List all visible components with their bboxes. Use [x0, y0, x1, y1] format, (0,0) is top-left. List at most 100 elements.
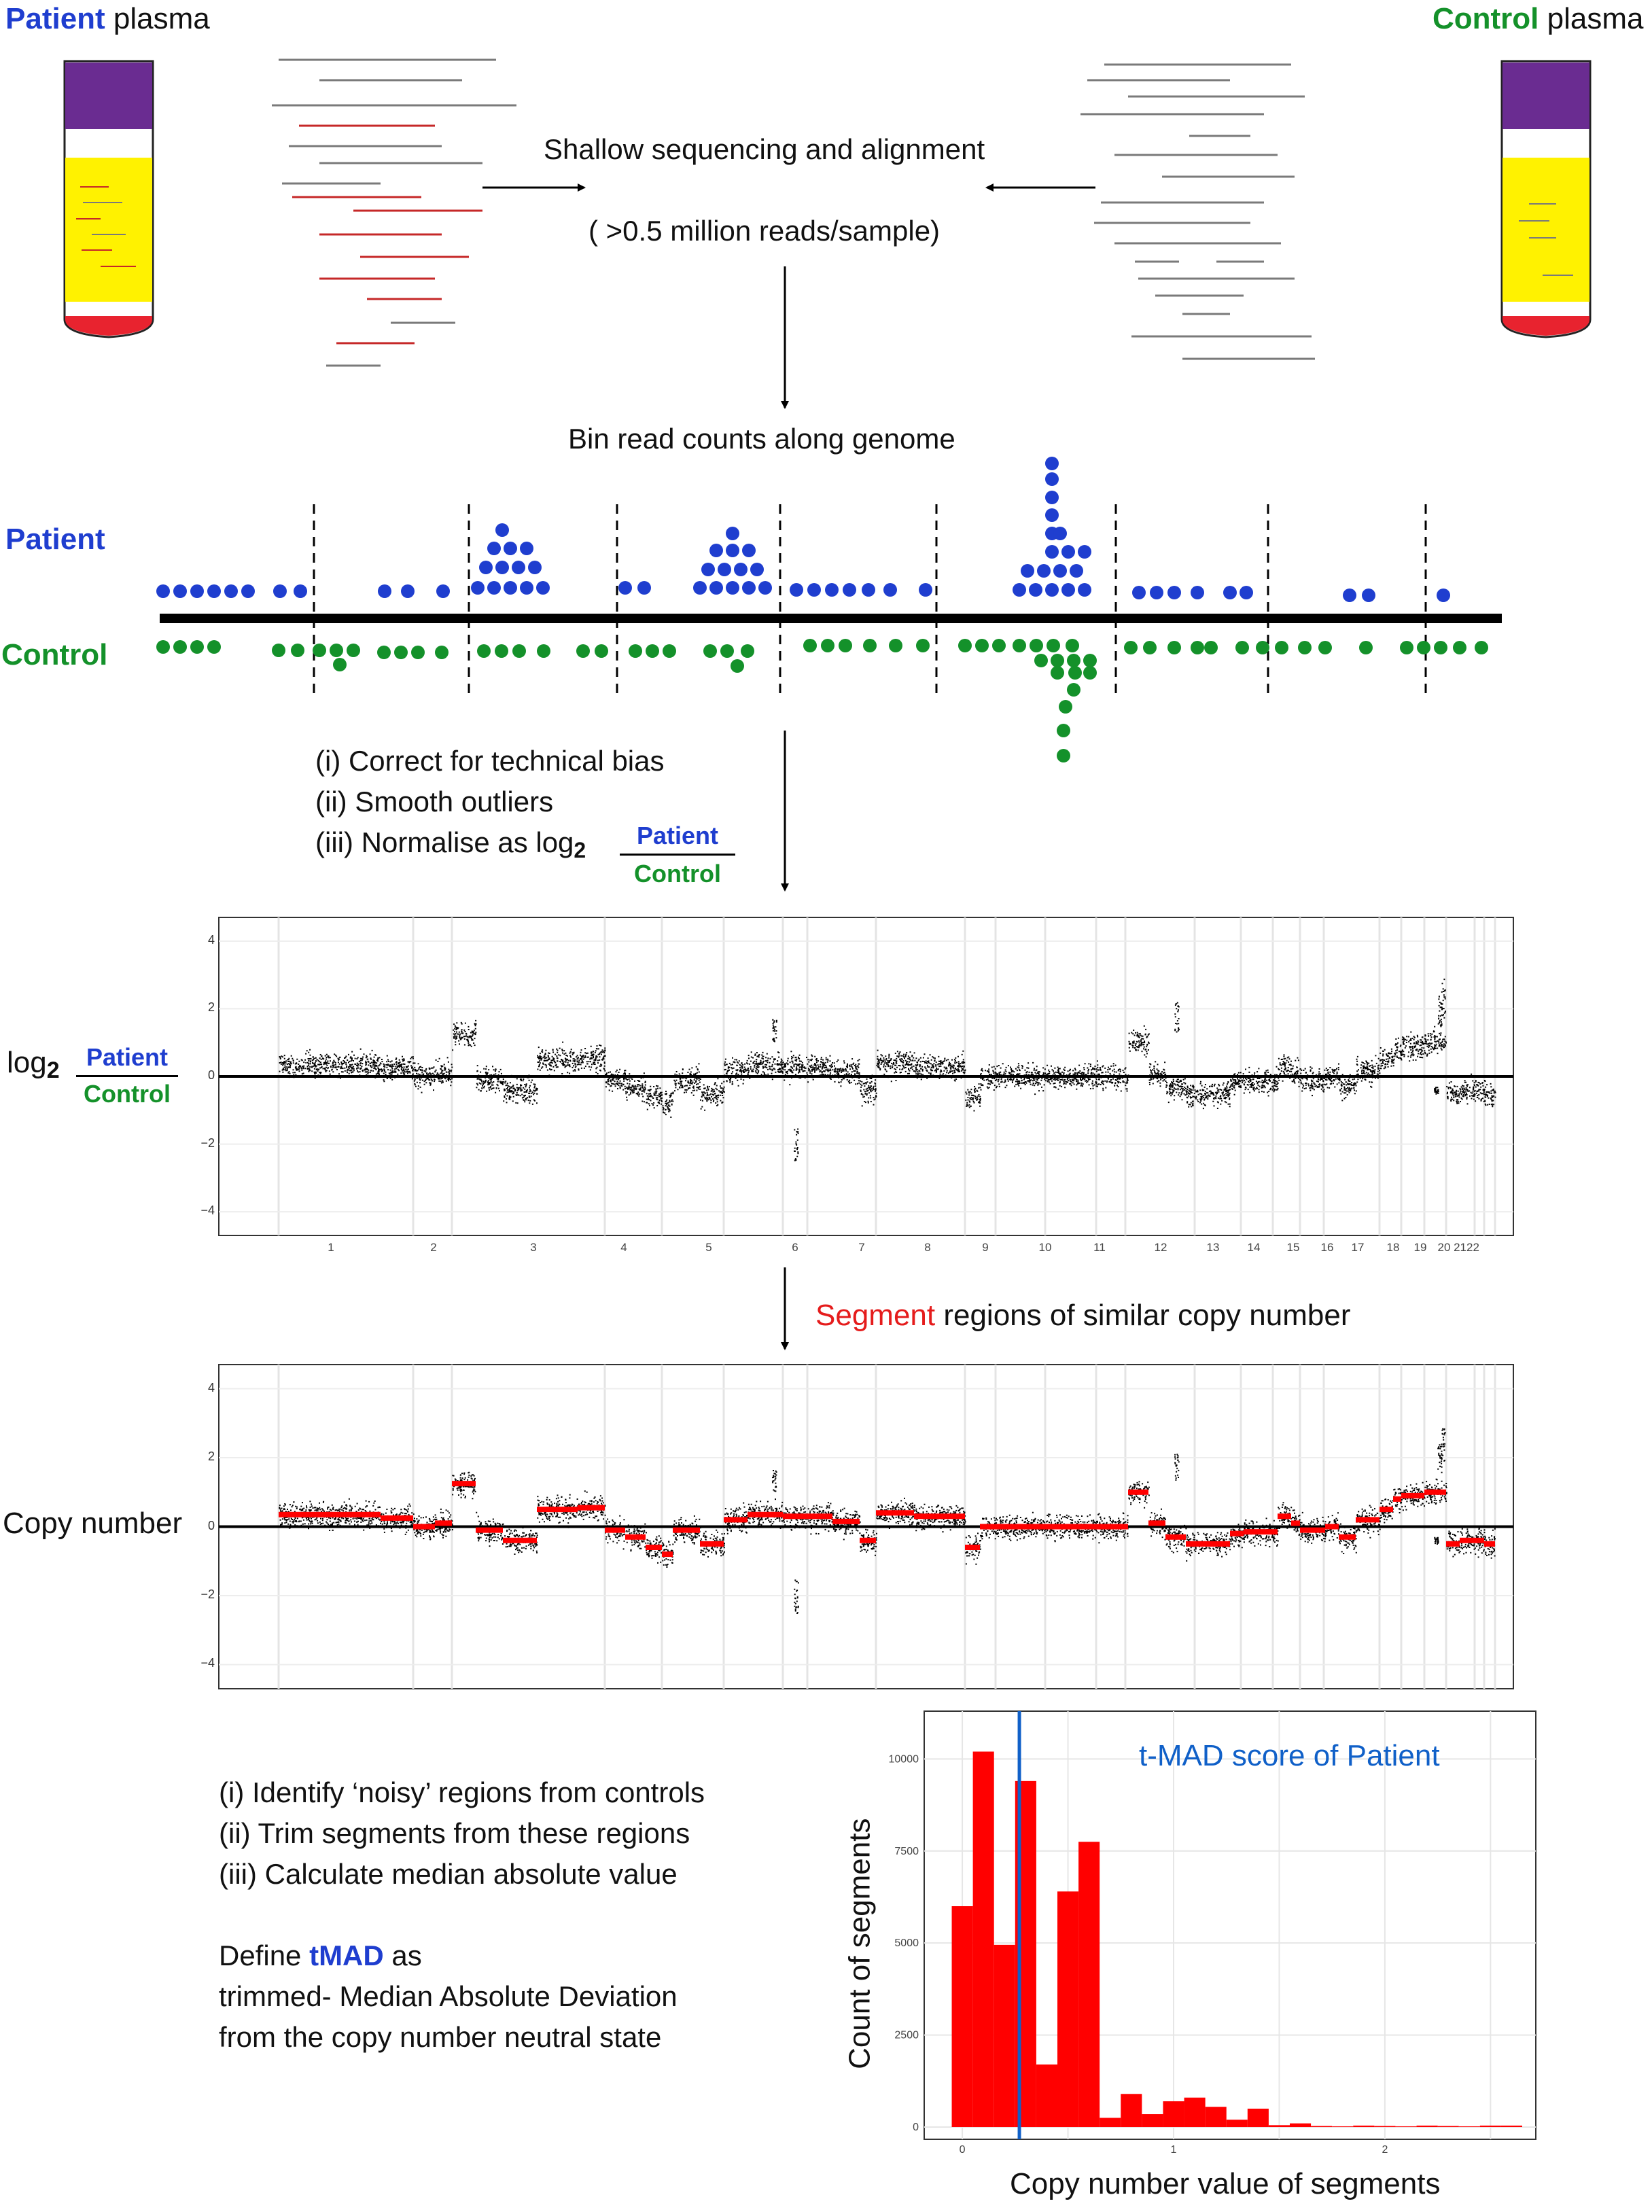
- histogram-bar: [1395, 2126, 1417, 2127]
- control-dot: [1167, 641, 1181, 654]
- control-dot: [1191, 641, 1204, 654]
- histogram-x-tick: 2: [1382, 2144, 1388, 2156]
- chromosome-tick-label: 2: [430, 1241, 437, 1254]
- control-dot: [330, 644, 343, 657]
- control-dot: [1051, 666, 1064, 680]
- control-dot: [1059, 700, 1072, 714]
- control-dot: [1204, 641, 1218, 654]
- patient-dot: [1045, 545, 1059, 559]
- step-smooth-outliers: (ii) Smooth outliers: [315, 786, 554, 818]
- patient-dot: [294, 584, 307, 598]
- control-dot: [313, 644, 326, 657]
- normalise-fraction-numerator: Patient: [636, 822, 719, 849]
- step-segment: Segment regions of similar copy number: [815, 1299, 1350, 1332]
- patient-dot: [1021, 564, 1034, 578]
- control-dot: [821, 639, 834, 652]
- patient-dot: [862, 583, 875, 597]
- chromosome-tick-label: 9: [982, 1241, 989, 1254]
- control-dot: [1359, 641, 1373, 654]
- segmented-plot-grid: [219, 1365, 1513, 1689]
- segment-word: Segment: [815, 1299, 936, 1332]
- control-dot: [839, 639, 852, 652]
- control-dot: [992, 639, 1006, 652]
- patient-dot: [173, 584, 187, 598]
- control-dot: [803, 639, 817, 652]
- control-dot: [703, 644, 717, 658]
- histogram-bar: [1479, 2125, 1501, 2127]
- patient-dot: [378, 584, 391, 598]
- control-dot: [595, 644, 608, 658]
- plot2-ylabel-copy-number: Copy number: [3, 1507, 183, 1540]
- patient-dot: [637, 581, 651, 595]
- y-tick-label: 0: [207, 1068, 215, 1082]
- control-dot: [1083, 666, 1097, 680]
- segment-rest: regions of similar copy number: [935, 1299, 1351, 1332]
- patient-dot: [471, 581, 485, 595]
- chromosome-tick-label: 11: [1093, 1241, 1106, 1254]
- patient-dot: [1437, 589, 1450, 602]
- histogram-bar: [1416, 2125, 1438, 2127]
- patient-dot: [1240, 586, 1253, 599]
- control-dot: [1013, 639, 1026, 652]
- control-dot: [1057, 749, 1070, 762]
- tmad-step-trim: (ii) Trim segments from these regions: [219, 1817, 690, 1849]
- histogram-y-tick: 0: [913, 2122, 919, 2133]
- step-bin-read-counts: Bin read counts along genome: [568, 423, 955, 455]
- control-dot: [435, 646, 449, 659]
- chromosome-tick-label: 12: [1154, 1241, 1167, 1254]
- patient-dot: [504, 581, 517, 595]
- patient-dot: [726, 527, 739, 540]
- y-tick-label: −2: [200, 1587, 215, 1601]
- patient-dot: [1167, 586, 1181, 599]
- control-word: Control: [1433, 2, 1539, 35]
- control-dot: [1057, 724, 1070, 737]
- histogram-bar: [1184, 2097, 1206, 2127]
- control-dot: [333, 658, 347, 671]
- y-tick-label: −4: [200, 1656, 215, 1670]
- histogram-bar: [1226, 2120, 1248, 2127]
- histogram-bar: [1057, 1891, 1079, 2127]
- patient-dot: [273, 584, 287, 598]
- chromosome-tick-label: 5: [705, 1241, 712, 1254]
- patient-dot: [1343, 589, 1356, 602]
- patient-dot: [207, 584, 221, 598]
- bin-dividers: [313, 504, 1427, 700]
- control-dot: [1453, 641, 1466, 654]
- patient-dot: [224, 584, 238, 598]
- histogram-bar: [972, 1751, 994, 2127]
- control-dot: [173, 640, 187, 654]
- histogram-x-tick: 1: [1171, 2144, 1177, 2156]
- histogram-bars: [951, 1751, 1522, 2127]
- patient-dot: [758, 581, 772, 595]
- patient-dot: [495, 561, 509, 574]
- control-dot: [1047, 639, 1060, 652]
- patient-dot: [479, 561, 493, 574]
- control-dot: [576, 644, 590, 658]
- patient-dot: [1045, 583, 1059, 597]
- patient-dot: [742, 581, 756, 595]
- normalise-fraction-denominator: Control: [634, 860, 721, 888]
- data-points: [279, 1428, 1496, 1614]
- patient-dot: [487, 542, 501, 555]
- tmad-word: tMAD: [309, 1939, 384, 1971]
- control-dot: [272, 644, 285, 657]
- patient-dot: [190, 584, 204, 598]
- control-plasma-label: Control plasma: [1433, 2, 1643, 35]
- patient-dot: [790, 583, 803, 597]
- patient-dot: [709, 581, 723, 595]
- patient-dot: [436, 584, 450, 598]
- histogram-bar: [1437, 2126, 1459, 2127]
- plot1-fraction-denominator: Control: [84, 1080, 171, 1108]
- patient-dot: [520, 581, 533, 595]
- tmad-definition: Define tMAD as: [219, 1939, 422, 1972]
- patient-word: Patient: [5, 2, 105, 35]
- control-dot: [537, 644, 550, 658]
- patient-dot: [1045, 472, 1059, 486]
- histogram-xlabel: Copy number value of segments: [1010, 2167, 1441, 2200]
- histogram-y-tick: 5000: [894, 1937, 919, 1949]
- patient-dot: [520, 542, 533, 555]
- patient-dot: [1191, 586, 1204, 599]
- patient-dot: [807, 583, 821, 597]
- patient-dot: [1078, 545, 1091, 559]
